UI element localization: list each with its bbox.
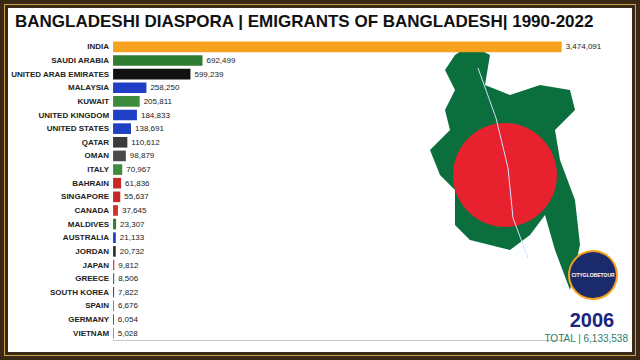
svg-text:CANADA: CANADA bbox=[74, 206, 109, 215]
svg-text:258,250: 258,250 bbox=[150, 83, 179, 92]
svg-text:20,732: 20,732 bbox=[120, 247, 145, 256]
svg-text:VIETNAM: VIETNAM bbox=[73, 329, 109, 338]
svg-text:BAHRAIN: BAHRAIN bbox=[72, 179, 109, 188]
svg-text:QATAR: QATAR bbox=[82, 138, 109, 147]
svg-text:7,822: 7,822 bbox=[118, 288, 139, 297]
svg-text:98,879: 98,879 bbox=[130, 151, 155, 160]
svg-text:SOUTH KOREA: SOUTH KOREA bbox=[50, 288, 109, 297]
svg-text:2006: 2006 bbox=[570, 309, 615, 331]
svg-text:23,307: 23,307 bbox=[120, 220, 145, 229]
svg-text:61,836: 61,836 bbox=[125, 179, 150, 188]
svg-text:70,967: 70,967 bbox=[126, 165, 151, 174]
svg-text:3,474,091: 3,474,091 bbox=[566, 42, 602, 51]
svg-text:BANGLADESHI DIASPORA | EMIGRAN: BANGLADESHI DIASPORA | EMIGRANTS OF BANG… bbox=[15, 12, 593, 31]
svg-text:AUSTRALIA: AUSTRALIA bbox=[63, 233, 109, 242]
svg-text:KUWAIT: KUWAIT bbox=[78, 97, 110, 106]
svg-text:21,133: 21,133 bbox=[120, 233, 145, 242]
svg-text:OMAN: OMAN bbox=[85, 151, 110, 160]
svg-text:UNITED KINGDOM: UNITED KINGDOM bbox=[38, 111, 109, 120]
svg-text:SPAIN: SPAIN bbox=[85, 301, 109, 310]
svg-text:MALDIVES: MALDIVES bbox=[68, 220, 110, 229]
svg-text:GERMANY: GERMANY bbox=[68, 315, 110, 324]
svg-text:SAUDI ARABIA: SAUDI ARABIA bbox=[51, 56, 109, 65]
svg-text:184,833: 184,833 bbox=[141, 111, 170, 120]
svg-text:138,691: 138,691 bbox=[135, 124, 164, 133]
svg-text:MALAYSIA: MALAYSIA bbox=[68, 83, 109, 92]
svg-text:599,239: 599,239 bbox=[194, 70, 223, 79]
svg-text:INDIA: INDIA bbox=[87, 42, 109, 51]
svg-text:GREECE: GREECE bbox=[75, 274, 109, 283]
svg-text:205,811: 205,811 bbox=[144, 97, 173, 106]
svg-text:CITYGLOBETOUR: CITYGLOBETOUR bbox=[571, 272, 615, 278]
svg-text:55,637: 55,637 bbox=[124, 192, 149, 201]
svg-text:TOTAL | 6,133,538: TOTAL | 6,133,538 bbox=[544, 333, 628, 344]
svg-text:SINGAPORE: SINGAPORE bbox=[61, 192, 110, 201]
svg-text:UNITED ARAB EMIRATES: UNITED ARAB EMIRATES bbox=[11, 70, 109, 79]
svg-text:9,812: 9,812 bbox=[118, 261, 139, 270]
svg-text:5,028: 5,028 bbox=[118, 329, 139, 338]
svg-text:UNITED STATES: UNITED STATES bbox=[47, 124, 110, 133]
svg-text:8,506: 8,506 bbox=[118, 274, 139, 283]
svg-text:ITALY: ITALY bbox=[87, 165, 109, 174]
svg-text:JORDAN: JORDAN bbox=[75, 247, 109, 256]
svg-text:6,676: 6,676 bbox=[118, 301, 139, 310]
svg-text:JAPAN: JAPAN bbox=[83, 261, 110, 270]
svg-text:37,645: 37,645 bbox=[122, 206, 147, 215]
svg-text:692,499: 692,499 bbox=[206, 56, 235, 65]
svg-text:6,054: 6,054 bbox=[118, 315, 139, 324]
svg-text:110,612: 110,612 bbox=[131, 138, 160, 147]
